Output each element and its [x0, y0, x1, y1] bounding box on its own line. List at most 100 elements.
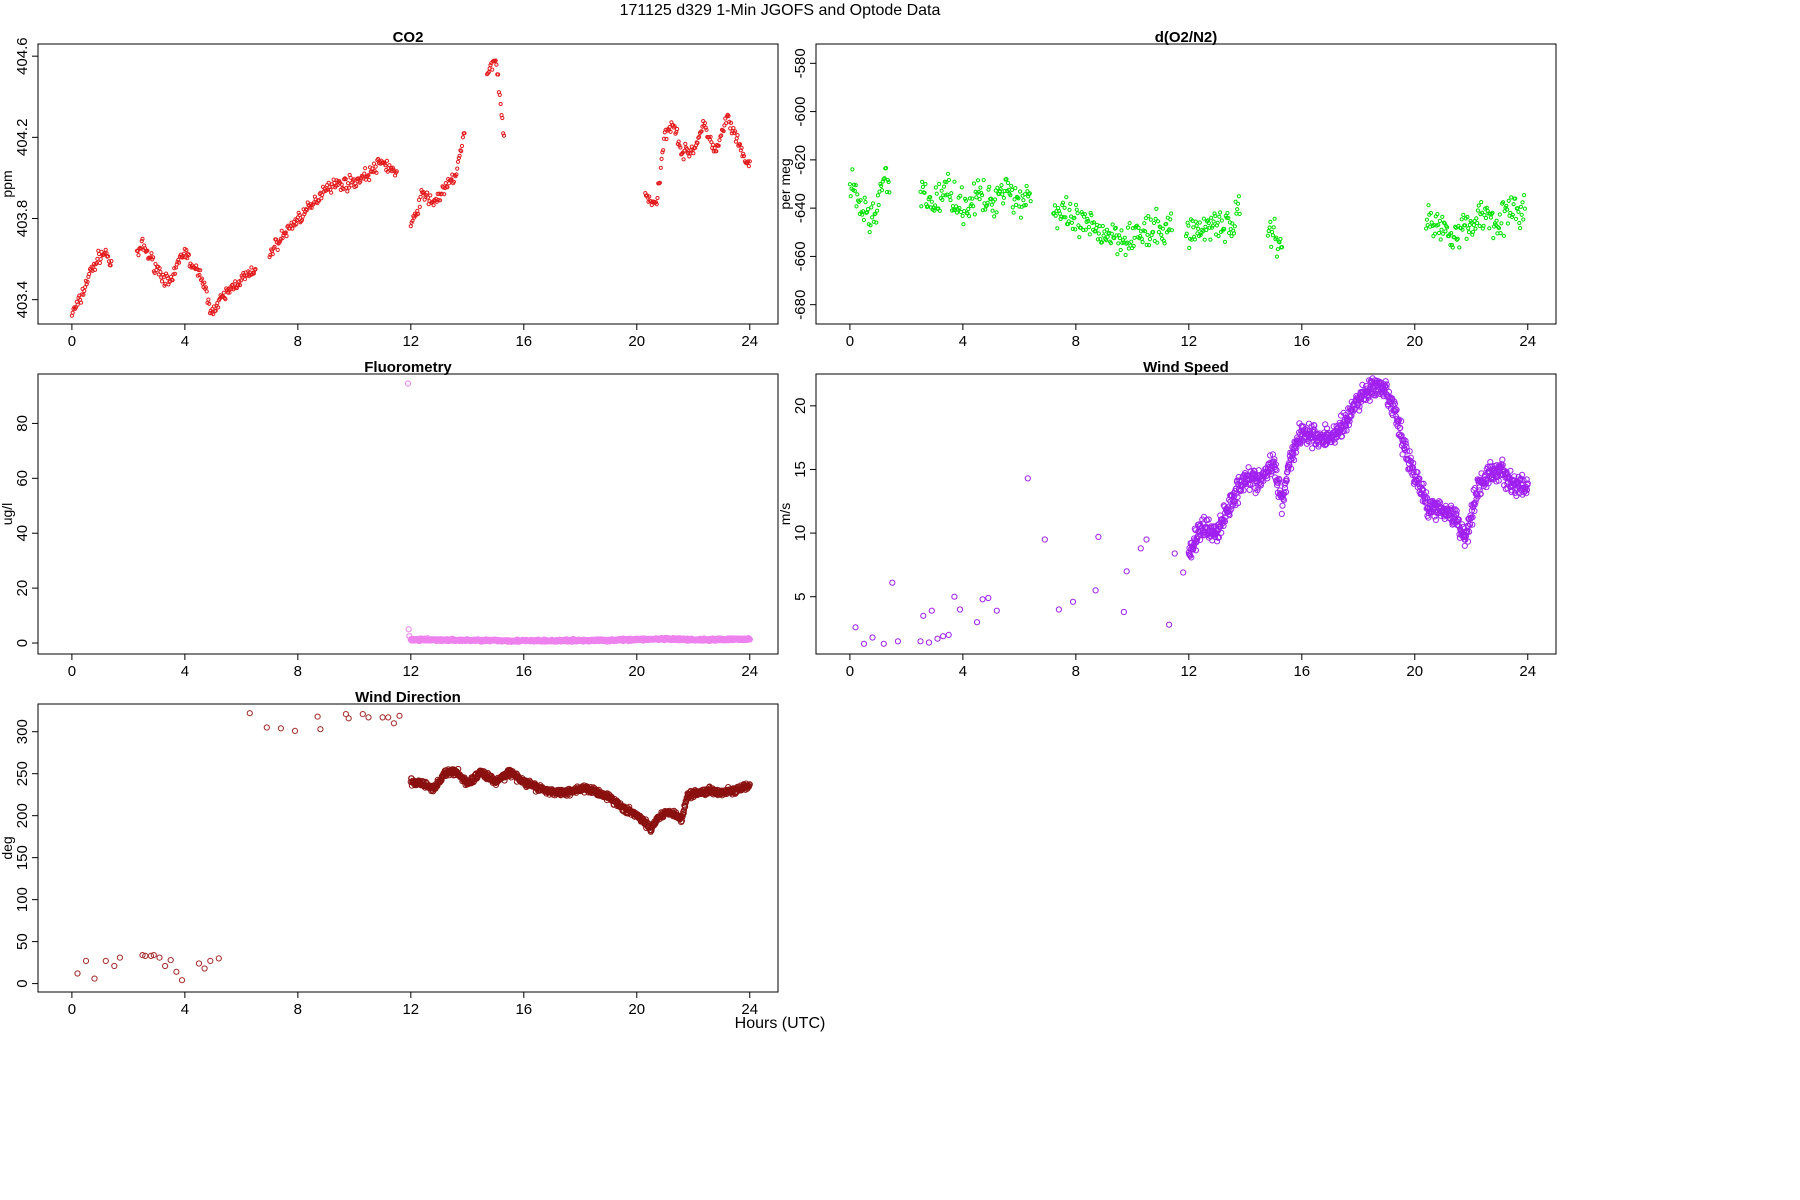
data-point	[142, 952, 149, 959]
panel-title: CO2	[393, 29, 424, 46]
data-point	[178, 977, 186, 984]
data-point	[1155, 240, 1160, 245]
data-point	[229, 283, 234, 288]
data-point	[1215, 534, 1222, 541]
data-point	[1079, 210, 1084, 215]
data-point	[1425, 514, 1432, 521]
data-point	[729, 131, 734, 136]
data-point	[346, 185, 351, 190]
data-point	[946, 177, 951, 183]
data-point	[724, 121, 729, 126]
y-tick-label: 403.4	[14, 281, 31, 319]
data-point	[1130, 226, 1135, 231]
data-point	[848, 194, 853, 199]
data-point	[170, 278, 175, 283]
data-point	[1461, 212, 1466, 217]
data-point	[1356, 407, 1363, 414]
data-point	[874, 220, 879, 225]
data-point	[739, 145, 744, 151]
data-point	[249, 265, 254, 270]
data-point	[714, 149, 719, 154]
data-point	[1254, 487, 1261, 494]
data-point	[922, 190, 927, 195]
data-point	[987, 184, 992, 189]
data-point	[150, 257, 155, 262]
data-point	[297, 213, 302, 218]
data-point	[880, 640, 887, 647]
data-point	[1441, 231, 1446, 236]
data-point	[863, 200, 868, 205]
data-point	[1497, 212, 1502, 217]
data-point	[1265, 233, 1270, 238]
data-point	[1082, 212, 1087, 217]
data-point	[875, 208, 880, 213]
data-point	[1012, 197, 1017, 202]
data-point	[653, 200, 659, 205]
data-point	[383, 163, 388, 168]
data-point	[1469, 220, 1474, 225]
data-point	[74, 970, 81, 977]
data-point	[679, 811, 687, 818]
data-point	[1343, 427, 1350, 434]
data-point	[237, 283, 243, 288]
data-point	[985, 200, 990, 205]
data-point	[1216, 233, 1221, 239]
data-point	[1491, 236, 1496, 241]
data-point	[85, 279, 90, 284]
data-point	[1496, 226, 1502, 231]
data-point	[1474, 216, 1479, 221]
x-tick-label: 16	[1293, 333, 1310, 350]
data-point	[363, 177, 368, 182]
data-point	[731, 126, 736, 131]
data-point	[746, 636, 753, 643]
data-point	[1104, 227, 1109, 232]
data-point	[920, 179, 925, 184]
data-point	[1190, 218, 1195, 223]
data-point	[1237, 211, 1242, 216]
data-point	[1436, 222, 1441, 227]
data-point	[1420, 480, 1427, 487]
data-point	[1393, 406, 1400, 414]
data-point	[154, 267, 159, 273]
data-point	[728, 120, 734, 126]
data-point	[681, 157, 686, 162]
data-point	[390, 720, 397, 727]
data-point	[95, 256, 100, 261]
data-point	[1087, 232, 1092, 237]
data-point	[267, 254, 272, 260]
data-point	[335, 183, 340, 188]
data-point	[140, 236, 145, 241]
data-point	[1283, 477, 1290, 485]
data-point	[216, 305, 221, 310]
data-point	[159, 279, 165, 284]
x-tick-label: 12	[402, 333, 419, 350]
data-point	[1220, 522, 1227, 529]
data-point	[198, 268, 203, 273]
data-points	[847, 165, 1528, 259]
data-point	[1005, 180, 1011, 186]
data-point	[951, 207, 956, 213]
data-point	[1246, 486, 1253, 493]
data-point	[1288, 456, 1295, 463]
data-point	[1385, 388, 1393, 396]
data-point	[1469, 514, 1476, 521]
data-point	[81, 292, 86, 297]
data-point	[1270, 233, 1275, 238]
data-point	[1464, 538, 1472, 545]
data-point	[1230, 221, 1235, 226]
data-point	[275, 247, 280, 252]
data-point	[1119, 228, 1124, 233]
data-point	[418, 194, 423, 199]
data-point	[345, 189, 350, 194]
data-point	[1383, 381, 1390, 388]
data-point	[202, 280, 207, 285]
data-point	[1014, 202, 1019, 207]
data-point	[111, 962, 118, 970]
data-points	[69, 58, 752, 318]
data-point	[151, 255, 156, 260]
data-point	[1162, 241, 1167, 246]
data-point	[1432, 516, 1440, 523]
data-point	[450, 172, 455, 177]
data-point	[1278, 510, 1285, 517]
data-point	[954, 210, 960, 215]
